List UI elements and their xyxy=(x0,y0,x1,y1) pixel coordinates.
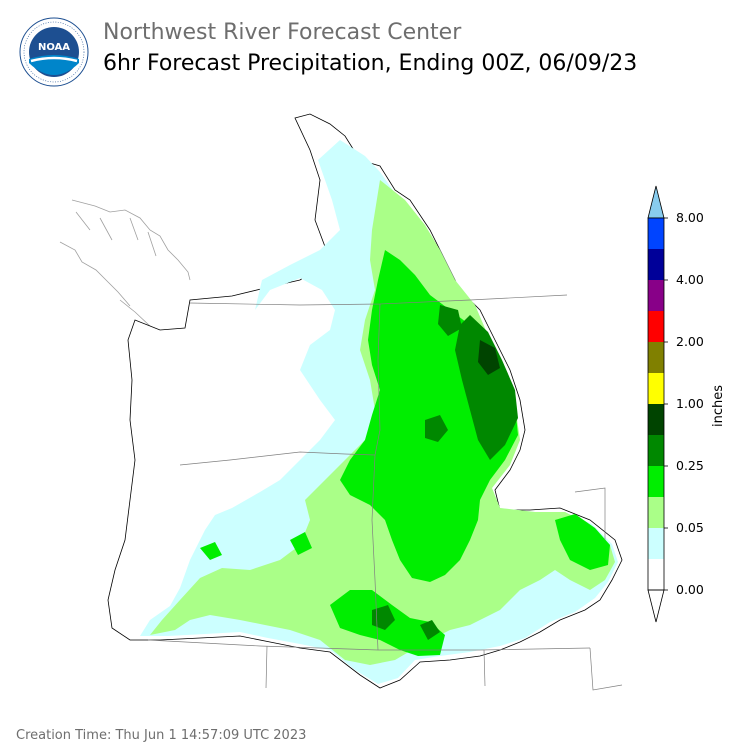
colorbar-band-2a xyxy=(648,435,664,466)
colorbar-ticks xyxy=(664,217,668,591)
colorbar-band-0a xyxy=(648,559,664,590)
product-title: 6hr Forecast Precipitation, Ending 00Z, … xyxy=(103,51,638,76)
colorbar-band-2b xyxy=(648,404,664,435)
colorbar-band-5 xyxy=(648,311,664,342)
colorbar-tick-label: 1.00 xyxy=(676,396,704,411)
creation-time: Creation Time: Thu Jun 1 14:57:09 UTC 20… xyxy=(16,728,307,743)
canada-coastline xyxy=(59,199,191,341)
precipitation-map xyxy=(59,113,623,691)
organization-title: Northwest River Forecast Center xyxy=(103,20,462,45)
colorbar-band-1b xyxy=(648,466,664,497)
colorbar-band-7 xyxy=(648,249,664,280)
colorbar-band-4 xyxy=(648,342,664,373)
colorbar-band-8 xyxy=(648,218,664,249)
precipitation-colorbar: 8.00 4.00 2.00 1.00 0.25 0.05 0.00 inche… xyxy=(647,185,726,623)
noaa-logo-text: NOAA xyxy=(38,42,70,53)
precip-heavy-spot-2 xyxy=(438,305,462,336)
noaa-logo: NOAA xyxy=(19,17,89,87)
colorbar-bottom-arrow xyxy=(647,589,665,623)
colorbar-unit-label: inches xyxy=(711,385,726,427)
precip-moderate-area-east xyxy=(555,514,610,570)
precip-heavy-spot-3 xyxy=(372,605,440,640)
colorbar-top-arrow xyxy=(647,185,665,219)
colorbar-tick-label: 8.00 xyxy=(676,210,704,225)
state-borders xyxy=(147,294,623,691)
colorbar-tick-label: 0.25 xyxy=(676,458,704,473)
colorbar-band-6 xyxy=(648,280,664,311)
precip-heavy-area xyxy=(455,315,518,460)
precip-heavy-spot-1 xyxy=(425,415,448,442)
colorbar-band-3 xyxy=(648,373,664,404)
colorbar-tick-label: 0.00 xyxy=(676,582,704,597)
colorbar-tick-label: 0.05 xyxy=(676,520,704,535)
colorbar-tick-label: 4.00 xyxy=(676,272,704,287)
precip-moderate-area-west xyxy=(200,532,312,560)
precip-very-heavy-spot xyxy=(478,340,500,375)
colorbar-band-1a xyxy=(648,497,664,528)
colorbar-tick-label: 2.00 xyxy=(676,334,704,349)
colorbar-band-0b xyxy=(648,528,664,559)
